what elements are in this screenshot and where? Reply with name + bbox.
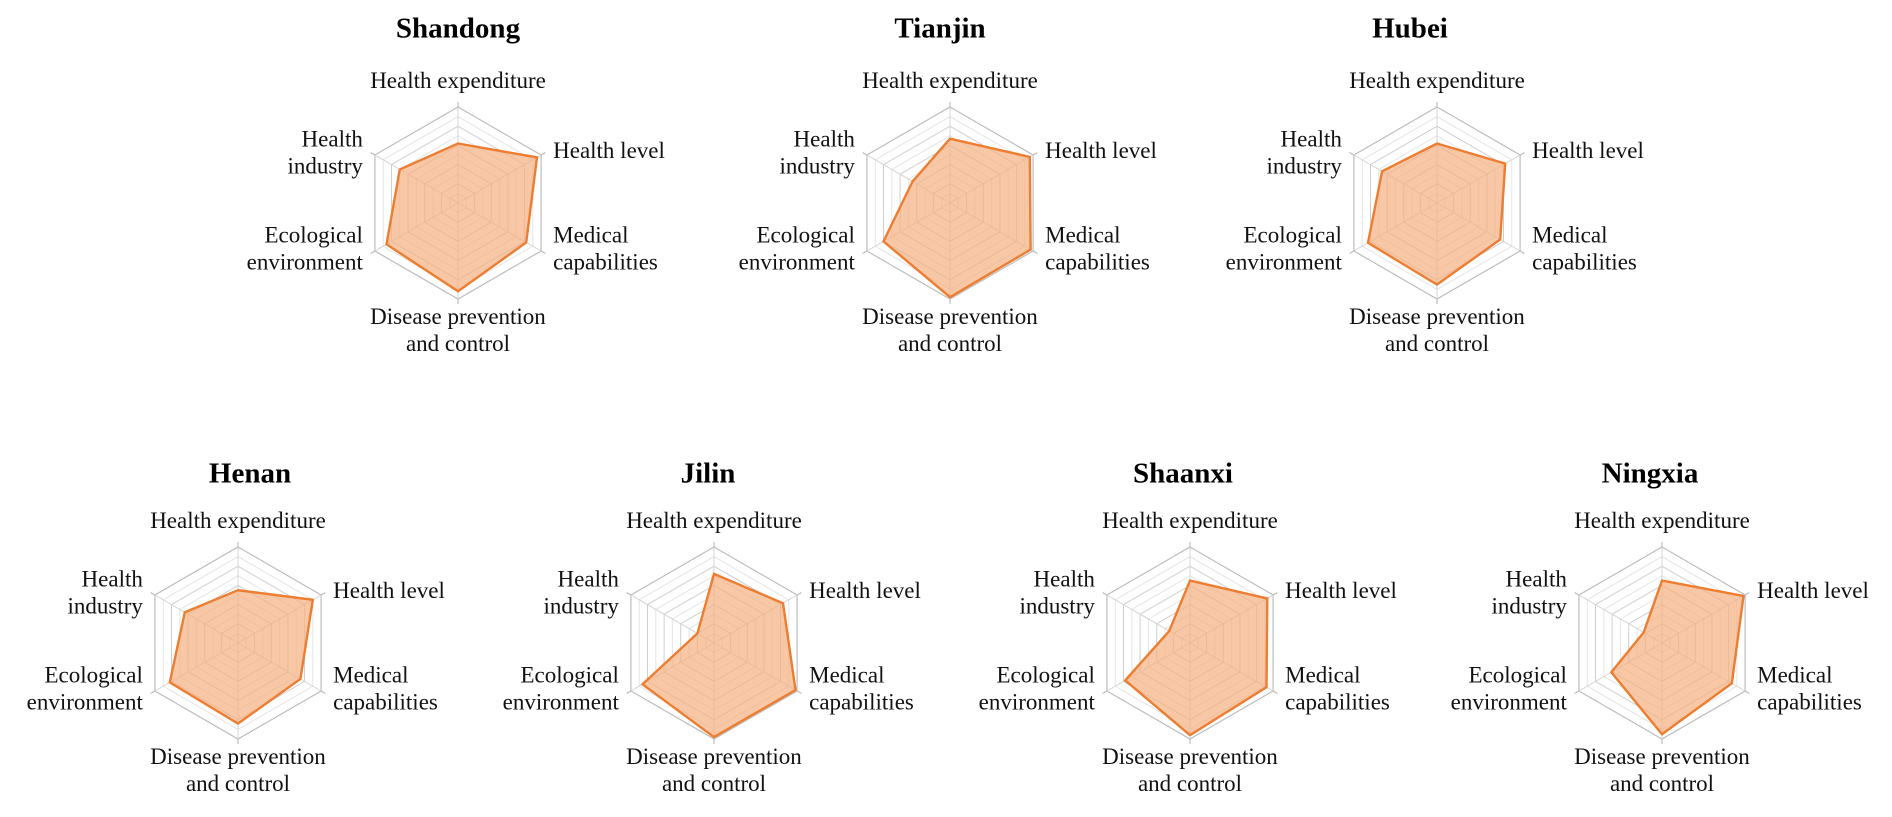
axis-label-medical-capabilities: Medical capabilities (333, 663, 438, 715)
series-area-shaanxi (1123, 579, 1269, 737)
chart-title: Henan (209, 458, 291, 490)
axis-label-health-level: Health level (1532, 138, 1644, 163)
axis-label-health-expenditure: Health expenditure (862, 68, 1038, 93)
axis-label-health-industry: Health industry (1266, 127, 1342, 179)
axis-tick (626, 591, 632, 596)
axis-label-health-expenditure: Health expenditure (1102, 508, 1278, 533)
axis-tick (1102, 591, 1108, 596)
axis-tick (626, 690, 632, 695)
axis-tick (796, 690, 802, 695)
axis-label-health-industry: Health industry (67, 567, 143, 619)
axis-label-health-level: Health level (1045, 138, 1157, 163)
axis-tick (1744, 690, 1750, 695)
axis-tick (320, 591, 326, 596)
axis-label-ecological-environment: Ecological environment (1226, 223, 1343, 275)
axis-tick (150, 591, 156, 596)
axis-label-health-level: Health level (1757, 578, 1869, 603)
axis-label-health-expenditure: Health expenditure (150, 508, 326, 533)
axis-tick (540, 151, 546, 156)
axis-tick (1519, 151, 1525, 156)
axis-label-disease-prevention-and-control: Disease prevention and control (1574, 744, 1750, 796)
axis-label-health-industry: Health industry (1491, 567, 1567, 619)
chart-title: Shandong (396, 13, 521, 45)
axis-label-health-level: Health level (553, 138, 665, 163)
axis-tick (1349, 151, 1355, 156)
axis-label-disease-prevention-and-control: Disease prevention and control (1102, 744, 1278, 796)
series-area-henan (168, 588, 315, 726)
axis-label-health-industry: Health industry (779, 127, 855, 179)
axis-label-medical-capabilities: Medical capabilities (809, 663, 914, 715)
axis-tick (862, 151, 868, 156)
axis-label-ecological-environment: Ecological environment (27, 663, 144, 715)
axis-tick (796, 591, 802, 596)
chart-title: Ningxia (1602, 458, 1699, 490)
axis-tick (1102, 690, 1108, 695)
radar-panel-ningxia: Ningxia Health expenditure Health level Med… (1451, 458, 1869, 797)
axis-tick (862, 250, 868, 255)
axis-tick (1574, 690, 1580, 695)
axis-tick (320, 690, 326, 695)
axis-label-health-expenditure: Health expenditure (626, 508, 802, 533)
axis-label-medical-capabilities: Medical capabilities (1285, 663, 1390, 715)
axis-label-health-industry: Health industry (1019, 567, 1095, 619)
radar-panel-tianjin: Tianjin Health expenditure Health level Med… (739, 13, 1157, 357)
axis-tick (1349, 250, 1355, 255)
axis-label-ecological-environment: Ecological environment (247, 223, 364, 275)
axis-label-medical-capabilities: Medical capabilities (1757, 663, 1862, 715)
series-area-hubei (1366, 142, 1507, 287)
axis-label-disease-prevention-and-control: Disease prevention and control (370, 304, 546, 356)
axis-label-disease-prevention-and-control: Disease prevention and control (626, 744, 802, 796)
axis-label-medical-capabilities: Medical capabilities (1045, 223, 1150, 275)
axis-tick (1574, 591, 1580, 596)
axis-tick (1272, 690, 1278, 695)
axis-label-ecological-environment: Ecological environment (1451, 663, 1568, 715)
chart-title: Tianjin (894, 13, 985, 45)
axis-label-disease-prevention-and-control: Disease prevention and control (862, 304, 1038, 356)
axis-label-health-industry: Health industry (287, 127, 363, 179)
axis-tick (540, 250, 546, 255)
axis-label-health-expenditure: Health expenditure (1349, 68, 1525, 93)
axis-label-health-level: Health level (809, 578, 921, 603)
axis-tick (150, 690, 156, 695)
series-area-ningxia (1609, 579, 1745, 736)
radar-panel-henan: Henan Health expenditure Health level Medic… (27, 458, 445, 797)
axis-tick (1519, 250, 1525, 255)
radar-panel-hubei: Hubei Health expenditure Health level Medic… (1226, 13, 1644, 357)
axis-label-ecological-environment: Ecological environment (503, 663, 620, 715)
axis-label-disease-prevention-and-control: Disease prevention and control (1349, 304, 1525, 356)
axis-label-medical-capabilities: Medical capabilities (1532, 223, 1637, 275)
axis-label-health-expenditure: Health expenditure (1574, 508, 1750, 533)
radar-panel-shandong: Shandong Health expenditure Health level Me… (247, 13, 665, 357)
axis-tick (370, 151, 376, 156)
series-area-shandong (385, 142, 539, 293)
axis-label-health-industry: Health industry (543, 567, 619, 619)
axis-label-medical-capabilities: Medical capabilities (553, 223, 658, 275)
chart-title: Jilin (681, 458, 736, 490)
axis-label-health-level: Health level (333, 578, 445, 603)
axis-label-health-expenditure: Health expenditure (370, 68, 546, 93)
axis-label-health-level: Health level (1285, 578, 1397, 603)
axis-tick (1744, 591, 1750, 596)
axis-tick (370, 250, 376, 255)
series-area-tianjin (882, 137, 1032, 299)
axis-label-ecological-environment: Ecological environment (739, 223, 856, 275)
chart-title: Shaanxi (1133, 458, 1233, 490)
chart-title: Hubei (1372, 13, 1448, 45)
axis-tick (1272, 591, 1278, 596)
radar-panel-jilin: Jilin Health expenditure Health level Medic… (503, 458, 921, 797)
axis-tick (1032, 250, 1038, 255)
axis-tick (1032, 151, 1038, 156)
axis-label-ecological-environment: Ecological environment (979, 663, 1096, 715)
series-area-jilin (640, 572, 797, 739)
radar-panel-shaanxi: Shaanxi Health expenditure Health level Med… (979, 458, 1397, 797)
axis-label-disease-prevention-and-control: Disease prevention and control (150, 744, 326, 796)
